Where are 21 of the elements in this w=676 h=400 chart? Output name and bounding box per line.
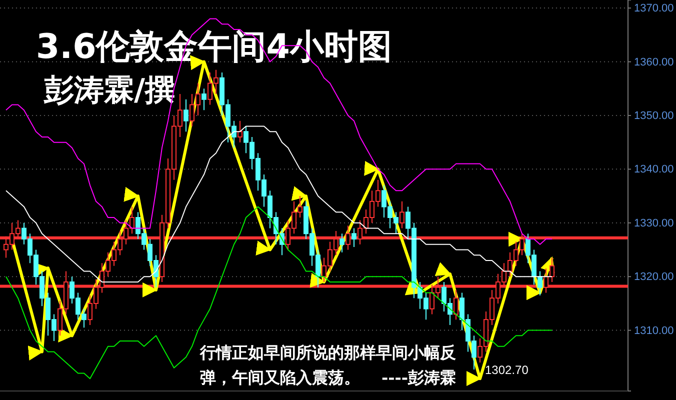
candlestick bbox=[454, 290, 458, 320]
y-tick-label: 1310.00 bbox=[634, 324, 674, 337]
y-tick-label: 1340.00 bbox=[634, 164, 674, 176]
y-tick-label: 1370.00 bbox=[634, 2, 674, 15]
annotation: 彭涛霖/撰 bbox=[43, 73, 175, 108]
y-tick-label: 1360.00 bbox=[634, 56, 674, 68]
candlestick bbox=[340, 233, 344, 253]
y-tick-label: 1320.00 bbox=[634, 271, 674, 284]
candlestick bbox=[202, 88, 206, 111]
annotation: ----彭涛霖 bbox=[381, 368, 456, 387]
candlestick bbox=[538, 270, 542, 296]
y-tick-label: 1350.00 bbox=[634, 110, 674, 122]
candlestick bbox=[550, 257, 554, 282]
candlestick bbox=[238, 120, 242, 143]
annotation: 行情正如早间所说的那样早间小幅反 bbox=[199, 343, 457, 362]
candlestick bbox=[400, 200, 404, 229]
y-tick-label: 1330.00 bbox=[634, 217, 674, 230]
candlestick bbox=[184, 98, 188, 132]
candlestick bbox=[352, 228, 356, 248]
annotation: 1302.70 bbox=[485, 363, 529, 377]
annotation: 弹，午间又陷入震荡。 bbox=[200, 368, 360, 387]
